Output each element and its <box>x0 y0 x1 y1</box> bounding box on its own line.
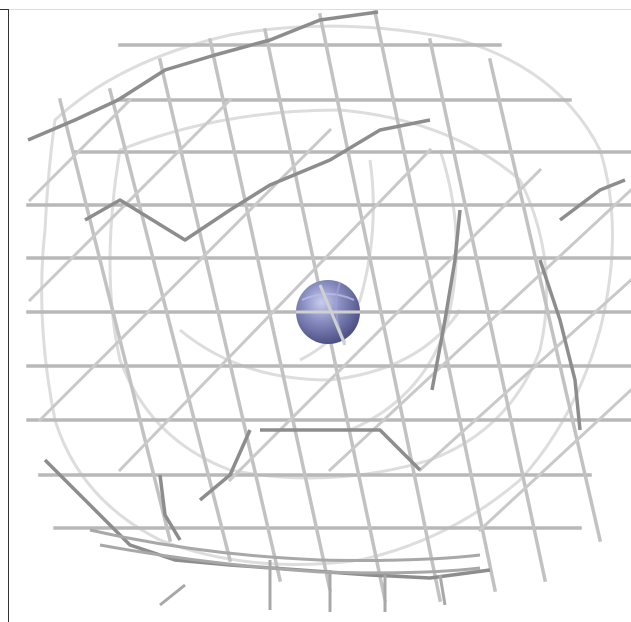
mesh-foreground-edges <box>27 10 626 580</box>
viewport-left-border <box>8 9 9 622</box>
viewport-top-border <box>0 9 631 10</box>
viewport-corner-tick <box>0 9 8 10</box>
mesh-diagonal-bars <box>57 9 603 603</box>
mesh-horizontal-bars <box>26 43 631 530</box>
mesh-cross-diagonal-bars <box>27 97 631 533</box>
mesh-lower-rim <box>89 528 481 612</box>
mesh-overlay-bars <box>296 284 360 346</box>
